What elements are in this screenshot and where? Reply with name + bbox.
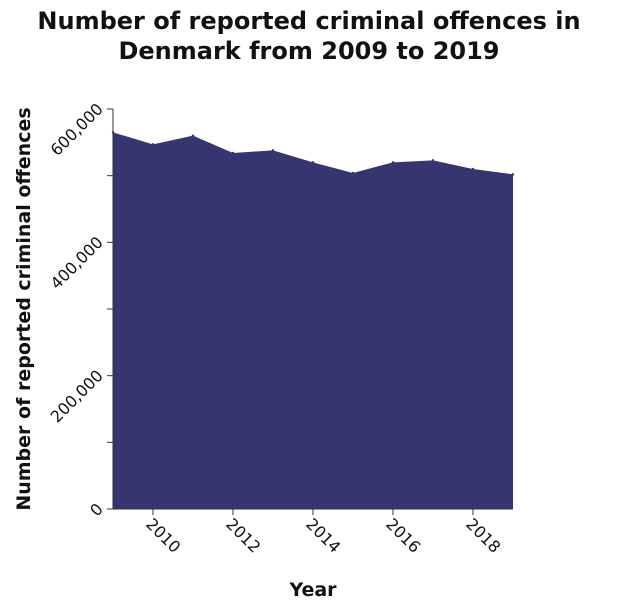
x-axis-title: Year xyxy=(288,579,337,601)
data-point-2018 xyxy=(471,167,475,171)
y-tick-label-600000: 600,000 xyxy=(47,99,107,159)
y-axis-title: Number of reported criminal offences xyxy=(13,107,35,510)
data-point-2014 xyxy=(311,161,315,164)
data-point-2012 xyxy=(231,151,235,155)
data-point-2011 xyxy=(191,134,195,137)
y-tick-label-400000: 400,000 xyxy=(47,233,107,293)
data-point-2015 xyxy=(351,171,355,175)
plot-area xyxy=(111,131,515,510)
data-point-2016 xyxy=(391,161,395,164)
offences-area xyxy=(113,132,513,510)
y-tick-label-0: 0 xyxy=(86,499,107,520)
data-point-2010 xyxy=(151,143,155,146)
x-tick-label-2012: 2012 xyxy=(222,514,264,556)
y-tick-label-200000: 200,000 xyxy=(47,366,107,426)
x-tick-label-2018: 2018 xyxy=(462,514,504,556)
chart-title: Number of reported criminal offences in … xyxy=(0,6,618,66)
x-tick-label-2014: 2014 xyxy=(302,514,344,556)
data-point-2017 xyxy=(431,159,435,162)
chart-title-line-2: Denmark from 2009 to 2019 xyxy=(118,37,500,65)
x-tick-label-2010: 2010 xyxy=(142,514,184,556)
data-point-2013 xyxy=(271,149,275,152)
data-point-2019 xyxy=(511,173,515,176)
x-tick-label-2016: 2016 xyxy=(382,514,424,556)
chart-title-line-1: Number of reported criminal offences in xyxy=(37,7,581,35)
